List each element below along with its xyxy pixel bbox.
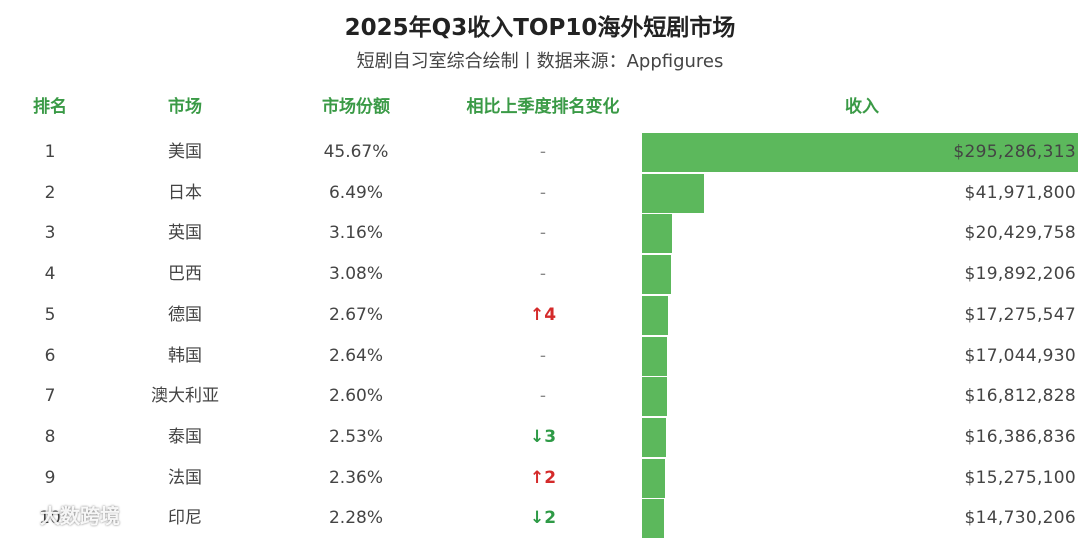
rank-change-cell: -	[539, 386, 547, 407]
market-cell: 泰国	[168, 426, 202, 447]
rank-change-cell: -	[539, 223, 547, 244]
table-row: 10 印尼 2.28% ↓2 $14,730,206	[0, 498, 1080, 539]
table-row: 7 澳大利亚 2.60% - $16,812,828	[0, 376, 1080, 417]
rank-change-cell: -	[539, 142, 547, 162]
header-share: 市场份额	[322, 97, 390, 117]
rank-cell: 6	[44, 345, 56, 366]
table-row: 2 日本 6.49% - $41,971,800	[0, 173, 1080, 214]
market-cell: 日本	[168, 182, 202, 203]
revenue-bar	[642, 295, 668, 335]
table-row: 4 巴西 3.08% - $19,892,206	[0, 254, 1080, 295]
share-cell: 2.53%	[328, 426, 383, 447]
share-cell: 3.16%	[328, 223, 383, 244]
market-cell: 澳大利亚	[151, 386, 219, 407]
share-cell: 6.49%	[328, 182, 383, 203]
revenue-label: $19,892,206	[964, 264, 1076, 285]
watermark-text: 大数跨境	[40, 503, 120, 528]
share-cell: 2.28%	[328, 508, 383, 529]
table-header: 排名 市场 市场份额 相比上季度排名变化 收入	[0, 92, 1080, 120]
rank-change-cell: ↑2	[529, 467, 557, 488]
share-cell: 3.08%	[328, 264, 383, 285]
share-cell: 2.67%	[328, 304, 383, 325]
table-row: 8 泰国 2.53% ↓3 $16,386,836	[0, 417, 1080, 458]
rank-change-cell: ↑4	[529, 304, 557, 325]
chat-bubble-icon	[9, 501, 37, 528]
header-rank: 排名	[33, 97, 67, 117]
revenue-bar	[642, 377, 667, 417]
revenue-label: $16,386,836	[964, 426, 1076, 447]
rank-cell: 2	[44, 182, 56, 203]
header-revenue: 收入	[845, 97, 879, 117]
share-cell: 45.67%	[323, 142, 389, 162]
market-cell: 德国	[168, 304, 202, 325]
rank-change-cell: ↓3	[529, 426, 557, 447]
market-cell: 印尼	[168, 508, 202, 529]
revenue-bar	[642, 417, 666, 457]
revenue-label: $14,730,206	[964, 508, 1076, 529]
rank-cell: 5	[44, 304, 56, 325]
revenue-label: $15,275,100	[964, 467, 1076, 488]
share-cell: 2.60%	[328, 386, 383, 407]
revenue-bar	[642, 214, 672, 254]
share-cell: 2.36%	[328, 467, 383, 488]
revenue-bar	[642, 499, 664, 539]
header-market: 市场	[168, 97, 202, 117]
table-row: 6 韩国 2.64% - $17,044,930	[0, 336, 1080, 377]
header-rank-change: 相比上季度排名变化	[466, 97, 620, 117]
revenue-label: $16,812,828	[964, 386, 1076, 407]
revenue-label: $17,044,930	[964, 345, 1076, 366]
revenue-label: $295,286,313	[953, 142, 1076, 162]
market-cell: 美国	[168, 142, 202, 162]
revenue-label: $41,971,800	[964, 182, 1076, 203]
rank-cell: 1	[44, 142, 56, 162]
market-cell: 英国	[168, 223, 202, 244]
revenue-bar	[642, 336, 667, 376]
rank-change-cell: ↓2	[529, 508, 557, 529]
revenue-label: $20,429,758	[964, 223, 1076, 244]
rank-cell: 7	[44, 386, 56, 407]
revenue-label: $17,275,547	[964, 304, 1076, 325]
share-cell: 2.64%	[328, 345, 383, 366]
rank-cell: 10	[39, 508, 61, 529]
revenue-bar	[642, 458, 665, 498]
market-cell: 韩国	[168, 345, 202, 366]
market-cell: 法国	[168, 467, 202, 488]
market-cell: 巴西	[168, 264, 202, 285]
revenue-bar	[642, 255, 671, 295]
rank-change-cell: -	[539, 182, 547, 203]
rank-change-cell: -	[539, 345, 547, 366]
table-row: 1 美国 45.67% - $295,286,313	[0, 132, 1080, 173]
table-row: 3 英国 3.16% - $20,429,758	[0, 213, 1080, 254]
watermark: 大数跨境	[8, 498, 120, 530]
chart-subtitle: 短剧自习室综合绘制丨数据来源：Appfigures	[356, 51, 724, 72]
rank-cell: 8	[44, 426, 56, 447]
revenue-bar	[642, 133, 1078, 172]
rank-change-cell: -	[539, 264, 547, 285]
rank-cell: 9	[44, 467, 56, 488]
chart-title: 2025年Q3收入TOP10海外短剧市场	[344, 15, 736, 41]
revenue-bar	[642, 173, 704, 213]
rank-cell: 3	[44, 223, 56, 244]
rank-cell: 4	[44, 264, 56, 285]
table-row: 9 法国 2.36% ↑2 $15,275,100	[0, 458, 1080, 499]
table-row: 5 德国 2.67% ↑4 $17,275,547	[0, 295, 1080, 336]
